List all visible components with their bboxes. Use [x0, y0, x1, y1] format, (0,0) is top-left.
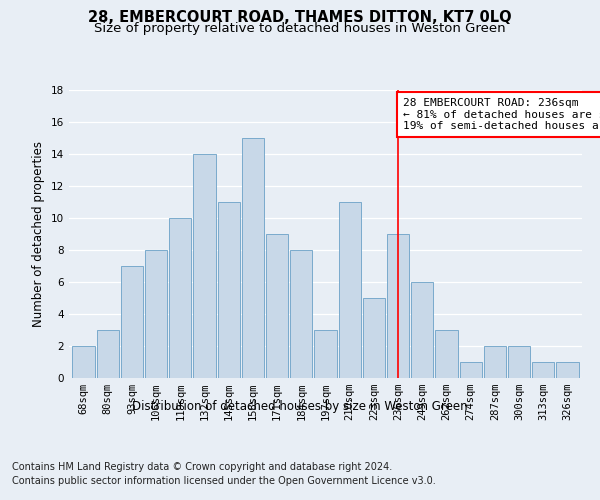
- Bar: [556, 362, 578, 378]
- Bar: [73, 346, 95, 378]
- Text: Contains HM Land Registry data © Crown copyright and database right 2024.: Contains HM Land Registry data © Crown c…: [12, 462, 392, 472]
- Bar: [387, 234, 409, 378]
- Bar: [532, 362, 554, 378]
- Text: Distribution of detached houses by size in Weston Green: Distribution of detached houses by size …: [132, 400, 468, 413]
- Bar: [508, 346, 530, 378]
- Bar: [460, 362, 482, 378]
- Bar: [218, 202, 240, 378]
- Text: Size of property relative to detached houses in Weston Green: Size of property relative to detached ho…: [94, 22, 506, 35]
- Bar: [97, 330, 119, 378]
- Bar: [266, 234, 288, 378]
- Bar: [145, 250, 167, 378]
- Bar: [363, 298, 385, 378]
- Bar: [290, 250, 313, 378]
- Bar: [121, 266, 143, 378]
- Bar: [484, 346, 506, 378]
- Text: 28, EMBERCOURT ROAD, THAMES DITTON, KT7 0LQ: 28, EMBERCOURT ROAD, THAMES DITTON, KT7 …: [88, 10, 512, 25]
- Text: Contains public sector information licensed under the Open Government Licence v3: Contains public sector information licen…: [12, 476, 436, 486]
- Bar: [169, 218, 191, 378]
- Text: 28 EMBERCOURT ROAD: 236sqm
← 81% of detached houses are smaller (106)
19% of sem: 28 EMBERCOURT ROAD: 236sqm ← 81% of deta…: [403, 98, 600, 131]
- Bar: [242, 138, 264, 378]
- Bar: [411, 282, 433, 378]
- Bar: [436, 330, 458, 378]
- Bar: [338, 202, 361, 378]
- Y-axis label: Number of detached properties: Number of detached properties: [32, 141, 46, 327]
- Bar: [193, 154, 215, 378]
- Bar: [314, 330, 337, 378]
